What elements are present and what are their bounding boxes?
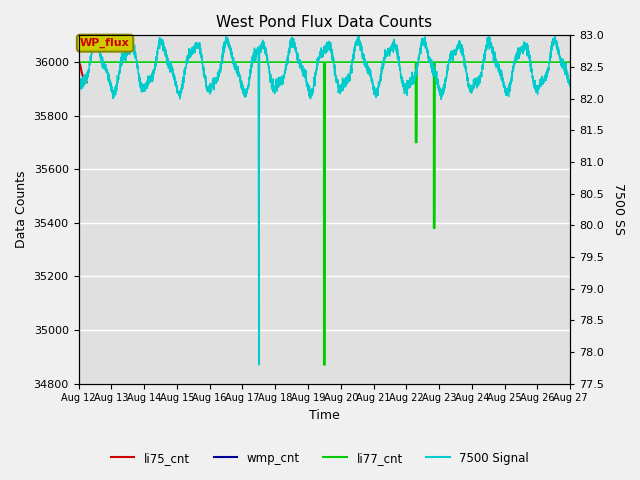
Title: West Pond Flux Data Counts: West Pond Flux Data Counts [216, 15, 433, 30]
Text: WP_flux: WP_flux [80, 38, 130, 48]
Legend: li75_cnt, wmp_cnt, li77_cnt, 7500 Signal: li75_cnt, wmp_cnt, li77_cnt, 7500 Signal [106, 447, 534, 469]
X-axis label: Time: Time [309, 409, 340, 422]
Y-axis label: Data Counts: Data Counts [15, 171, 28, 248]
Y-axis label: 7500 SS: 7500 SS [612, 183, 625, 235]
